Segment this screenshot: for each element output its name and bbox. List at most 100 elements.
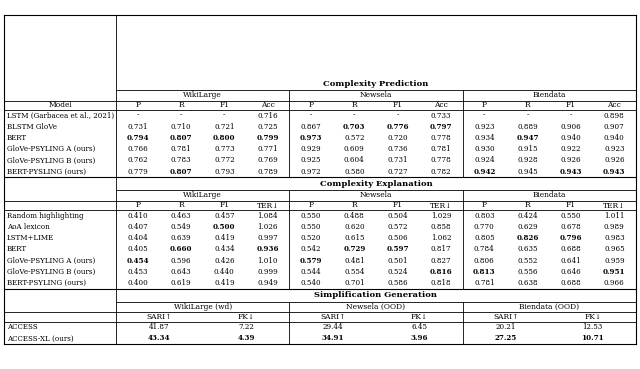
Text: 0.947: 0.947 <box>516 134 539 142</box>
Text: -: - <box>353 111 356 120</box>
Text: 0.678: 0.678 <box>561 223 581 231</box>
Text: -: - <box>570 111 572 120</box>
Text: 0.923: 0.923 <box>604 145 625 153</box>
Text: R: R <box>525 201 531 210</box>
Text: 0.770: 0.770 <box>474 223 495 231</box>
Text: F1: F1 <box>566 101 576 109</box>
Text: R: R <box>351 101 357 109</box>
Text: 0.688: 0.688 <box>561 279 581 287</box>
Text: BERT-PYSLING (ours): BERT-PYSLING (ours) <box>7 168 86 176</box>
Text: P: P <box>482 201 487 210</box>
Text: 0.925: 0.925 <box>301 156 321 165</box>
Text: 0.419: 0.419 <box>214 279 235 287</box>
Text: 0.720: 0.720 <box>387 134 408 142</box>
Text: GloVe-PSYLING A (ours): GloVe-PSYLING A (ours) <box>7 145 95 153</box>
Text: Simplification Generation: Simplification Generation <box>314 291 438 299</box>
Text: 12.53: 12.53 <box>582 323 603 331</box>
Text: 0.609: 0.609 <box>344 145 365 153</box>
Text: 0.816: 0.816 <box>429 268 452 276</box>
Text: 0.552: 0.552 <box>518 256 538 265</box>
Text: TER↓: TER↓ <box>257 201 279 210</box>
Text: 0.817: 0.817 <box>431 245 451 254</box>
Text: BLSTM GloVe: BLSTM GloVe <box>7 123 57 131</box>
Text: 0.924: 0.924 <box>474 156 495 165</box>
Text: 0.500: 0.500 <box>213 223 236 231</box>
Text: 0.782: 0.782 <box>431 168 451 176</box>
Text: 0.454: 0.454 <box>127 256 149 265</box>
Text: 0.736: 0.736 <box>387 145 408 153</box>
Text: 0.703: 0.703 <box>343 123 365 131</box>
Text: 0.638: 0.638 <box>517 279 538 287</box>
Text: 0.778: 0.778 <box>431 156 451 165</box>
Text: 0.781: 0.781 <box>171 145 191 153</box>
Text: 0.928: 0.928 <box>517 156 538 165</box>
Text: 0.813: 0.813 <box>473 268 495 276</box>
Text: 0.419: 0.419 <box>214 234 235 242</box>
Text: 7.22: 7.22 <box>238 323 254 331</box>
Text: FK↓: FK↓ <box>584 313 601 321</box>
Text: 1.011: 1.011 <box>604 212 625 220</box>
Text: 0.818: 0.818 <box>431 279 451 287</box>
Text: 0.542: 0.542 <box>301 245 321 254</box>
Text: 0.940: 0.940 <box>604 134 625 142</box>
Text: 0.629: 0.629 <box>517 223 538 231</box>
Text: 0.660: 0.660 <box>170 245 192 254</box>
Text: 0.796: 0.796 <box>560 234 582 242</box>
Text: 0.934: 0.934 <box>474 134 495 142</box>
Text: Newsela: Newsela <box>360 192 392 200</box>
Text: P: P <box>135 201 140 210</box>
Text: 0.501: 0.501 <box>387 256 408 265</box>
Text: F1: F1 <box>393 201 403 210</box>
Text: Biendata: Biendata <box>532 192 566 200</box>
Text: 0.942: 0.942 <box>473 168 495 176</box>
Text: 27.25: 27.25 <box>495 334 517 342</box>
Text: 0.556: 0.556 <box>517 268 538 276</box>
Text: 0.794: 0.794 <box>127 134 149 142</box>
Text: 0.410: 0.410 <box>127 212 148 220</box>
Text: 0.426: 0.426 <box>214 256 235 265</box>
Text: 0.597: 0.597 <box>387 245 409 254</box>
Text: 0.550: 0.550 <box>301 223 321 231</box>
Text: LSTM+LIME: LSTM+LIME <box>7 234 54 242</box>
Text: 0.800: 0.800 <box>213 134 236 142</box>
Text: 0.457: 0.457 <box>214 212 235 220</box>
Text: 0.434: 0.434 <box>214 245 235 254</box>
Text: 0.784: 0.784 <box>474 245 495 254</box>
Text: BERT: BERT <box>7 245 27 254</box>
Text: 0.540: 0.540 <box>301 279 321 287</box>
Text: 0.524: 0.524 <box>387 268 408 276</box>
Text: Model: Model <box>48 101 72 109</box>
Text: ACCESS: ACCESS <box>7 323 38 331</box>
Text: 0.966: 0.966 <box>604 279 625 287</box>
Text: FK↓: FK↓ <box>411 313 428 321</box>
Text: 0.997: 0.997 <box>257 234 278 242</box>
Text: 0.789: 0.789 <box>257 168 278 176</box>
Text: Complexity Explanation: Complexity Explanation <box>319 180 433 188</box>
Text: 0.926: 0.926 <box>561 156 581 165</box>
Text: 0.803: 0.803 <box>474 212 495 220</box>
Text: 0.729: 0.729 <box>343 245 365 254</box>
Text: 0.643: 0.643 <box>171 268 191 276</box>
Text: 0.520: 0.520 <box>301 234 321 242</box>
Text: 0.781: 0.781 <box>431 145 451 153</box>
Text: -: - <box>223 111 225 120</box>
Text: 1.026: 1.026 <box>257 223 278 231</box>
Text: 0.688: 0.688 <box>561 245 581 254</box>
Text: 0.940: 0.940 <box>561 134 581 142</box>
Text: 0.400: 0.400 <box>127 279 148 287</box>
Text: 0.889: 0.889 <box>517 123 538 131</box>
Text: 0.620: 0.620 <box>344 223 365 231</box>
Text: 0.779: 0.779 <box>127 168 148 176</box>
Text: WikiLarge: WikiLarge <box>183 192 222 200</box>
Text: 0.806: 0.806 <box>474 256 495 265</box>
Text: 0.635: 0.635 <box>517 245 538 254</box>
Text: 41.87: 41.87 <box>149 323 170 331</box>
Text: GloVe-PSYLING B (ours): GloVe-PSYLING B (ours) <box>7 156 95 165</box>
Text: BERT-PSYLING (ours): BERT-PSYLING (ours) <box>7 279 86 287</box>
Text: 0.943: 0.943 <box>560 168 582 176</box>
Text: Complexity Prediction: Complexity Prediction <box>323 79 429 87</box>
Text: 0.404: 0.404 <box>127 234 148 242</box>
Text: 0.945: 0.945 <box>517 168 538 176</box>
Text: 0.771: 0.771 <box>257 145 278 153</box>
Text: 0.586: 0.586 <box>387 279 408 287</box>
